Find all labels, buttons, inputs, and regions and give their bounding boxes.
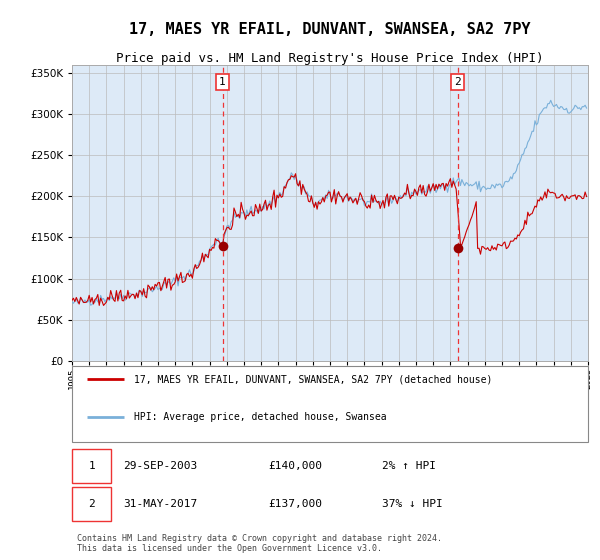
Text: 2: 2 (88, 498, 95, 508)
Text: 17, MAES YR EFAIL, DUNVANT, SWANSEA, SA2 7PY: 17, MAES YR EFAIL, DUNVANT, SWANSEA, SA2… (129, 22, 531, 37)
Text: 2% ↑ HPI: 2% ↑ HPI (382, 461, 436, 471)
Text: 17, MAES YR EFAIL, DUNVANT, SWANSEA, SA2 7PY (detached house): 17, MAES YR EFAIL, DUNVANT, SWANSEA, SA2… (134, 375, 492, 385)
Text: HPI: Average price, detached house, Swansea: HPI: Average price, detached house, Swan… (134, 412, 386, 422)
FancyBboxPatch shape (72, 449, 110, 483)
Text: 1: 1 (219, 77, 226, 87)
Text: 37% ↓ HPI: 37% ↓ HPI (382, 498, 442, 508)
Text: 1: 1 (88, 461, 95, 471)
Text: 31-MAY-2017: 31-MAY-2017 (124, 498, 198, 508)
FancyBboxPatch shape (72, 366, 588, 441)
Text: £140,000: £140,000 (268, 461, 322, 471)
Text: Price paid vs. HM Land Registry's House Price Index (HPI): Price paid vs. HM Land Registry's House … (116, 52, 544, 64)
Text: 29-SEP-2003: 29-SEP-2003 (124, 461, 198, 471)
FancyBboxPatch shape (72, 487, 110, 521)
Text: £137,000: £137,000 (268, 498, 322, 508)
Text: 2: 2 (454, 77, 461, 87)
Text: Contains HM Land Registry data © Crown copyright and database right 2024.
This d: Contains HM Land Registry data © Crown c… (77, 534, 442, 553)
